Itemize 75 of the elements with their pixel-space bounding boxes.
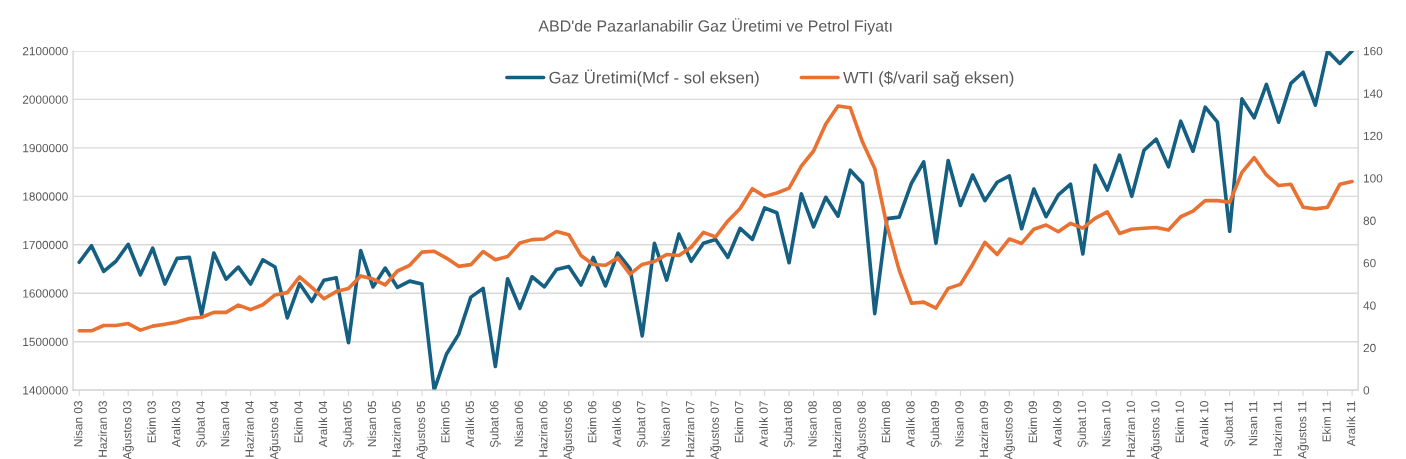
- x-tick-label: Şubat 09: [930, 401, 942, 448]
- x-tick-label: Aralık 11: [1346, 401, 1356, 447]
- x-tick-label: Nisan 04: [220, 400, 230, 447]
- x-tick-label: Ağustos 10: [1150, 401, 1162, 459]
- y2-tick-label: 40: [1363, 301, 1376, 310]
- y2-tick-label: 20: [1363, 343, 1376, 353]
- y-tick-label: 1800000: [23, 192, 68, 201]
- x-tick-label: Aralık 04: [318, 400, 328, 448]
- x-tick-label: Şubat 05: [342, 401, 355, 448]
- x-tick-label: Aralık 03: [171, 401, 181, 448]
- x-tick-label: Ekim 07: [734, 401, 744, 443]
- x-tick-label: Haziran 09: [979, 401, 989, 457]
- y-tick-label: 1700000: [23, 240, 68, 250]
- x-tick-label: Ağustos 07: [710, 401, 722, 459]
- x-tick-label: Ağustos 05: [416, 401, 428, 459]
- x-tick-label: Aralık 05: [465, 401, 475, 448]
- x-tick-label: Ağustos 03: [122, 401, 134, 459]
- y2-tick-label: 100: [1363, 174, 1383, 183]
- x-tick-label: Ekim 06: [587, 401, 597, 443]
- chart-title: ABD'de Pazarlanabilir Gaz Üretimi ve Petrol Fiyatı: [538, 18, 892, 35]
- x-tick-label: Ekim 11: [1322, 401, 1331, 442]
- x-tick-label: Aralık 09: [1052, 401, 1062, 448]
- x-tick-label: Ağustos 06: [563, 401, 575, 459]
- x-tick-label: Nisan 10: [1101, 401, 1111, 447]
- y-tick-label: 2100000: [22, 46, 68, 56]
- legend-label: Gaz Üretimi(Mcf - sol eksen): [549, 69, 759, 87]
- line-series: [77, 104, 1354, 333]
- x-tick-label: Aralık 06: [612, 401, 621, 448]
- x-tick-label: Aralık 07: [759, 401, 768, 448]
- x-tick-label: Nisan 05: [367, 401, 377, 447]
- y2-tick-label: 60: [1363, 258, 1376, 268]
- x-tick-label: Haziran 04: [245, 400, 254, 457]
- y2-tick-label: 0: [1363, 386, 1370, 395]
- x-tick-label: Şubat 04: [196, 400, 208, 448]
- x-tick-label: Şubat 07: [636, 401, 648, 448]
- x-tick-label: Ekim 03: [147, 401, 156, 443]
- x-tick-label: Ekim 10: [1175, 401, 1184, 443]
- y2-tick-label: 80: [1363, 216, 1376, 225]
- x-tick-label: Nisan 06: [514, 401, 523, 447]
- x-tick-label: Haziran 06: [538, 401, 548, 457]
- x-tick-label: Haziran 03: [98, 401, 107, 457]
- x-tick-label: Nisan 11: [1248, 401, 1258, 446]
- x-tick-label: Nisan 08: [808, 401, 817, 447]
- y-tick-label: 1900000: [23, 143, 68, 153]
- y-tick-label: 2000000: [22, 95, 68, 104]
- y2-tick-label: 160: [1363, 46, 1383, 56]
- x-tick-label: Aralık 10: [1199, 401, 1209, 448]
- x-tick-label: Nisan 07: [661, 401, 670, 447]
- y2-tick-label: 120: [1363, 131, 1383, 141]
- x-tick-label: Haziran 08: [832, 401, 842, 457]
- x-tick-label: Haziran 05: [391, 401, 401, 457]
- x-tick-label: Ağustos 04: [269, 400, 281, 459]
- y-tick-label: 1500000: [23, 337, 68, 347]
- x-tick-label: Şubat 06: [489, 401, 501, 448]
- x-tick-label: Haziran 07: [685, 401, 695, 457]
- x-tick-label: Nisan 03: [73, 401, 83, 447]
- x-tick-label: Ağustos 11: [1297, 401, 1309, 459]
- x-tick-label: Ağustos 09: [1003, 401, 1015, 459]
- y-tick-label: 1400000: [23, 386, 68, 395]
- x-tick-label: Ağustos 08: [856, 401, 869, 459]
- x-tick-label: Ekim 05: [440, 401, 450, 443]
- line-series: [77, 50, 1354, 391]
- x-tick-label: Ekim 08: [881, 401, 891, 443]
- x-tick-label: Ekim 09: [1028, 401, 1038, 443]
- x-tick-label: Ekim 04: [294, 400, 303, 443]
- x-tick-label: Haziran 11: [1273, 401, 1282, 456]
- y-tick-label: 1600000: [23, 289, 68, 298]
- x-tick-label: Nisan 09: [954, 401, 964, 447]
- x-tick-label: Haziran 10: [1126, 401, 1135, 457]
- x-tick-label: Şubat 11: [1224, 401, 1236, 447]
- x-tick-label: Şubat 08: [783, 401, 795, 448]
- y2-tick-label: 140: [1363, 89, 1383, 98]
- x-tick-label: Şubat 10: [1077, 401, 1089, 448]
- legend-label: WTI ($/varil sağ eksen): [843, 71, 1014, 87]
- x-tick-label: Aralık 08: [905, 401, 915, 448]
